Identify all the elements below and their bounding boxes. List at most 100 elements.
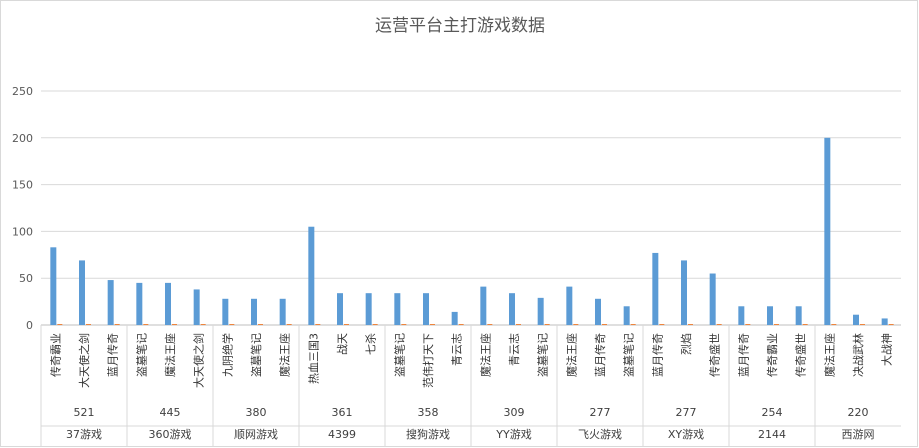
y-tick-label: 100 [12, 225, 33, 238]
category-label: 热血三国3 [306, 333, 320, 384]
category-label: 范伟打天下 [421, 333, 435, 388]
category-label: 蓝月传奇 [594, 333, 607, 377]
category-label: 传奇盛世 [794, 333, 808, 377]
bar-primary [709, 273, 716, 325]
gridlines [40, 90, 901, 447]
y-tick-label: 250 [12, 85, 33, 98]
group-total-label: 361 [332, 406, 353, 419]
bar-primary [308, 226, 315, 325]
bar-secondary [57, 324, 63, 325]
bar-primary [824, 137, 831, 325]
category-label: 青云志 [451, 333, 464, 366]
bar-secondary [200, 324, 206, 325]
chart-title: 运营平台主打游戏数据 [375, 16, 545, 36]
bar-secondary [114, 324, 120, 325]
bar-secondary [802, 324, 808, 325]
y-tick-label: 50 [19, 272, 33, 285]
bar-primary [795, 306, 802, 325]
bar-secondary [430, 324, 435, 325]
category-label: 传奇盛世 [708, 333, 722, 377]
bar-primary [881, 318, 888, 325]
group-total-label: 220 [848, 406, 869, 419]
bar-secondary [544, 324, 550, 325]
bar-primary [337, 293, 343, 325]
group-total-label: 309 [504, 406, 525, 419]
bar-secondary [688, 324, 693, 325]
category-label: 烈焰 [679, 333, 693, 355]
bar-secondary [487, 324, 493, 325]
category-label: 魔法王座 [564, 333, 578, 377]
bar-secondary [774, 324, 779, 325]
bar-primary [595, 298, 601, 325]
bar-primary [394, 293, 401, 325]
category-label: 大天使之剑 [192, 333, 206, 388]
category-label: 七杀 [364, 333, 378, 355]
bar-secondary [229, 324, 235, 325]
bar-primary [537, 297, 544, 325]
bar-secondary [143, 324, 149, 325]
bar-primary [652, 252, 659, 325]
bar-primary [480, 286, 487, 325]
bar-primary [767, 306, 773, 325]
y-tick-label: 0 [26, 319, 33, 332]
category-label: 魔法王座 [278, 333, 292, 377]
category-label: 战天 [336, 333, 349, 355]
category-labels: 传奇霸业 大天使之剑 蓝月传奇 盗墓笔记 魔法王座 大天使之剑 九阴绝学 盗墓笔记 魔法王座 热血… [49, 333, 893, 388]
bar-primary [107, 280, 114, 325]
category-label: 传奇霸业 [49, 333, 62, 377]
bar-secondary [860, 324, 865, 325]
bar-primary [50, 247, 57, 325]
category-label: 魔法王座 [163, 333, 177, 377]
bar-primary [623, 306, 630, 325]
bar-secondary [258, 324, 263, 325]
group-total-label: 277 [676, 406, 697, 419]
platform-label: 西游网 [842, 428, 875, 441]
bar-primary [738, 306, 745, 325]
bar-secondary [716, 324, 722, 325]
platform-label: 飞火游戏 [578, 428, 622, 441]
bar-primary [136, 282, 143, 325]
category-label: 盗墓笔记 [392, 333, 406, 377]
category-label: 蓝月传奇 [107, 333, 120, 377]
group-total-label: 521 [74, 406, 95, 419]
y-tick-label: 200 [12, 132, 33, 145]
bar-secondary [745, 324, 751, 325]
bar-secondary [86, 324, 91, 325]
platform-label: 搜狗游戏 [406, 427, 450, 441]
category-label: 盗墓笔记 [622, 333, 636, 377]
bar-primary [423, 293, 429, 325]
y-tick-label: 150 [12, 179, 33, 192]
bar-primary [79, 260, 85, 325]
category-label: 魔法王座 [478, 333, 492, 377]
bar-secondary [286, 324, 292, 325]
group-labels: 521 37游戏 445 360游戏 380 顺网游戏 361 4399 358 搜狗游戏 309 Y… [66, 406, 875, 441]
bar-primary [365, 293, 372, 325]
bar-secondary [315, 324, 321, 325]
group-total-label: 358 [418, 406, 439, 419]
platform-label: 360游戏 [149, 428, 192, 441]
category-label: 蓝月传奇 [651, 333, 664, 377]
bar-primary [193, 289, 200, 325]
group-total-label: 445 [160, 406, 181, 419]
bar-primary [451, 311, 458, 325]
platform-label: 4399 [328, 428, 356, 441]
platform-label: 37游戏 [66, 428, 102, 441]
bar-secondary [831, 324, 837, 325]
bar-secondary [372, 324, 378, 325]
platform-label: XY游戏 [668, 428, 704, 441]
bar-secondary [401, 324, 407, 325]
category-label: 决战武林 [851, 333, 865, 377]
y-axis-ticks: 0 50 100 150 200 250 [12, 85, 33, 332]
bar-primary [853, 314, 859, 325]
bar-primary [222, 298, 229, 325]
bar-secondary [172, 324, 177, 325]
bar-secondary [659, 324, 665, 325]
bar-secondary [630, 324, 636, 325]
bars [50, 137, 894, 325]
platform-label: 顺网游戏 [234, 428, 278, 441]
platform-label: YY游戏 [495, 428, 531, 441]
category-label: 盗墓笔记 [536, 333, 550, 377]
group-total-label: 254 [762, 406, 783, 419]
group-total-label: 380 [246, 406, 267, 419]
